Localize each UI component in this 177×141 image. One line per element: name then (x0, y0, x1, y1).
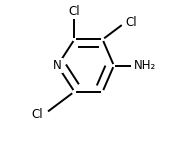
Text: Cl: Cl (32, 108, 43, 121)
Text: Cl: Cl (69, 5, 80, 18)
Text: NH₂: NH₂ (134, 59, 156, 72)
Text: Cl: Cl (125, 16, 137, 29)
Text: N: N (53, 59, 62, 72)
